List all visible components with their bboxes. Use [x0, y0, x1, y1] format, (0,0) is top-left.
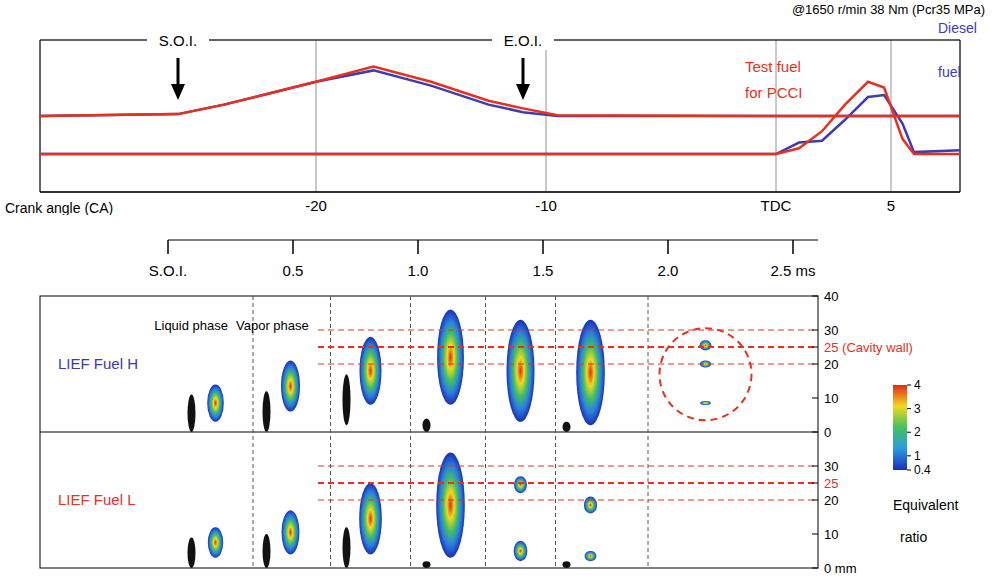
svg-text:S.O.I.: S.O.I.	[159, 32, 197, 49]
svg-text:0 mm: 0 mm	[824, 561, 857, 576]
svg-text:10: 10	[824, 527, 838, 542]
svg-text:0.5: 0.5	[283, 262, 304, 279]
svg-text:Test fuel: Test fuel	[745, 58, 801, 75]
svg-text:2.5 ms: 2.5 ms	[770, 262, 815, 279]
svg-text:LIEF Fuel L: LIEF Fuel L	[58, 491, 136, 508]
svg-text:Equivalent: Equivalent	[893, 497, 958, 513]
svg-text:Crank angle (CA): Crank angle (CA)	[5, 200, 113, 215]
svg-text:1: 1	[914, 449, 921, 463]
svg-text:25 (Cavity wall): 25 (Cavity wall)	[824, 340, 913, 355]
svg-text:1.5: 1.5	[533, 262, 554, 279]
svg-text:E.O.I.: E.O.I.	[504, 32, 542, 49]
svg-text:10: 10	[824, 391, 838, 406]
svg-text:3: 3	[914, 402, 921, 416]
svg-text:-10: -10	[535, 197, 557, 214]
svg-text:S.O.I.: S.O.I.	[149, 262, 187, 279]
svg-text:4: 4	[914, 378, 921, 392]
svg-text:fuel: fuel	[938, 64, 961, 80]
svg-text:for PCCI: for PCCI	[745, 84, 803, 101]
svg-text:Vapor phase: Vapor phase	[236, 318, 309, 333]
svg-text:0.4: 0.4	[914, 463, 931, 477]
svg-text:-20: -20	[305, 197, 327, 214]
svg-text:LIEF Fuel H: LIEF Fuel H	[58, 355, 138, 372]
svg-text:2: 2	[914, 425, 921, 439]
svg-text:5: 5	[887, 197, 895, 214]
svg-text:TDC: TDC	[761, 197, 792, 214]
svg-text:ratio: ratio	[900, 529, 927, 545]
svg-text:30: 30	[824, 323, 838, 338]
svg-text:@1650 r/min 38 Nm (Pcr35 MPa): @1650 r/min 38 Nm (Pcr35 MPa)	[792, 2, 985, 17]
svg-text:2.0: 2.0	[658, 262, 679, 279]
svg-text:20: 20	[824, 357, 838, 372]
svg-text:40: 40	[824, 289, 838, 304]
svg-text:25: 25	[824, 476, 838, 491]
svg-text:30: 30	[824, 459, 838, 474]
svg-text:1.0: 1.0	[408, 262, 429, 279]
svg-text:0: 0	[824, 425, 831, 440]
svg-text:20: 20	[824, 493, 838, 508]
svg-text:Diesel: Diesel	[938, 20, 977, 36]
svg-text:Liquid phase: Liquid phase	[154, 318, 228, 333]
